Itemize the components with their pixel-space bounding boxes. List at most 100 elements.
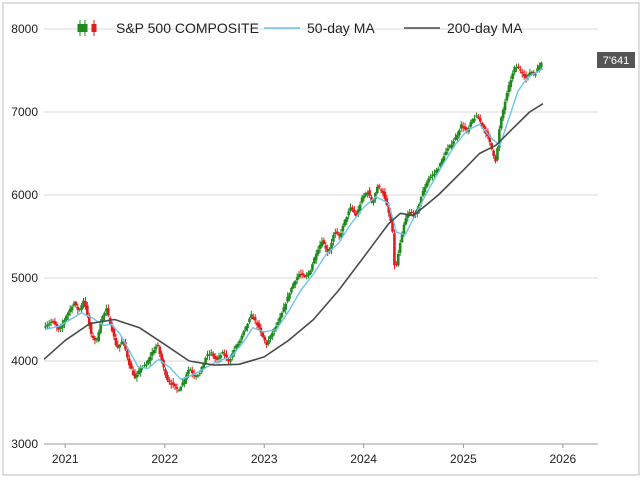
candle-body-147 <box>324 245 328 249</box>
x-tick-label-2024: 2024 <box>350 452 377 466</box>
candle-body-219 <box>461 126 465 128</box>
candle-body-49 <box>137 370 141 375</box>
candle-body-15 <box>72 303 76 306</box>
candle-body-218 <box>459 124 463 129</box>
candle-body-155 <box>339 233 343 238</box>
y-tick-label-7000: 7000 <box>11 105 38 119</box>
candle-body-160 <box>349 207 352 211</box>
candlesticks <box>44 61 543 393</box>
y-axis: 3000 4000 5000 6000 7000 8000 <box>11 22 38 451</box>
candle-body-91 <box>217 356 221 359</box>
candle-body-26 <box>93 338 97 341</box>
candle-body-67 <box>171 382 175 385</box>
candle-body-182 <box>391 219 394 232</box>
candle-body-172 <box>372 199 375 204</box>
candle-body-76 <box>189 369 192 371</box>
candle-body-80 <box>196 375 200 377</box>
candle-body-256 <box>532 72 535 74</box>
candle-body-65 <box>168 380 171 383</box>
candle-body-140 <box>311 264 314 271</box>
candle-body-192 <box>410 212 413 214</box>
candle-body-90 <box>215 358 219 360</box>
candle-body-258 <box>536 68 539 72</box>
candle-body-176 <box>379 189 383 191</box>
candle-body-134 <box>299 273 303 275</box>
legend-candle-body-0 <box>77 24 83 32</box>
candle-body-40 <box>120 341 123 345</box>
candle-body-144 <box>318 244 322 249</box>
candle-body-22 <box>86 305 89 315</box>
candle-body-188 <box>402 224 406 234</box>
candle-body-100 <box>234 345 238 349</box>
candle-body-185 <box>396 253 400 266</box>
candle-body-87 <box>210 352 213 354</box>
candle-body-186 <box>398 242 402 253</box>
candle-body-148 <box>326 248 329 253</box>
legend-label-ma200: 200-day MA <box>447 20 523 36</box>
candle-body-223 <box>469 122 473 127</box>
x-tick-label-2023: 2023 <box>251 452 278 466</box>
candle-body-52 <box>143 364 146 366</box>
candle-body-177 <box>381 190 385 194</box>
last-value-tag-bg <box>597 52 635 68</box>
candle-body-14 <box>70 306 74 311</box>
candle-body-220 <box>463 126 467 130</box>
candle-body-56 <box>150 351 154 356</box>
candle-body-28 <box>97 332 101 341</box>
legend-label-ma50: 50-day MA <box>307 20 375 36</box>
candle-body-12 <box>66 312 70 316</box>
candle-body-9 <box>61 323 64 328</box>
legend: S&P 500 COMPOSITE 50-day MA 200-day MA <box>77 20 523 36</box>
candle-body-119 <box>271 332 274 337</box>
candle-body-104 <box>242 331 246 336</box>
candle-body-236 <box>494 156 497 162</box>
candle-body-43 <box>126 350 129 358</box>
candle-body-202 <box>429 176 432 178</box>
candle-body-205 <box>435 170 438 173</box>
x-tick-label-2022: 2022 <box>151 452 178 466</box>
candle-body-179 <box>385 198 389 206</box>
candle-body-153 <box>335 231 339 234</box>
candle-body-88 <box>211 353 215 357</box>
candle-body-46 <box>131 370 135 375</box>
candle-body-181 <box>389 212 392 221</box>
candle-body-21 <box>84 301 87 308</box>
candle-body-77 <box>190 370 194 374</box>
candle-body-228 <box>478 118 482 122</box>
candle-body-169 <box>366 192 370 195</box>
candle-body-255 <box>530 71 534 73</box>
candle-body-187 <box>400 233 404 243</box>
candle-body-166 <box>360 197 364 203</box>
candle-body-183 <box>393 233 396 266</box>
candle-body-55 <box>148 356 152 362</box>
candle-body-150 <box>330 242 333 251</box>
candle-body-94 <box>223 353 226 356</box>
candle-body-167 <box>362 195 366 199</box>
candle-body-39 <box>118 344 122 348</box>
candle-body-128 <box>288 293 291 299</box>
y-tick-label-6000: 6000 <box>11 188 38 202</box>
candle-body-125 <box>282 307 286 312</box>
candle-body-257 <box>534 74 537 76</box>
candle-body-42 <box>124 342 127 350</box>
x-tick-label-2021: 2021 <box>52 452 79 466</box>
candle-body-170 <box>368 190 371 196</box>
y-tick-label-8000: 8000 <box>11 22 38 36</box>
candle-body-246 <box>513 67 516 73</box>
candle-body-199 <box>423 187 427 193</box>
candle-body-174 <box>375 186 379 194</box>
legend-label-sp500: S&P 500 COMPOSITE <box>116 20 259 36</box>
x-axis: 2021 2022 2023 2024 2025 2026 <box>52 444 577 466</box>
candle-body-129 <box>290 287 293 293</box>
candle-body-151 <box>332 234 335 242</box>
ma50-line <box>45 68 544 380</box>
candle-body-146 <box>322 240 326 244</box>
candle-body-207 <box>438 163 442 167</box>
candle-body-101 <box>236 343 240 347</box>
candle-body-18 <box>78 309 81 311</box>
candle-body-89 <box>213 356 217 359</box>
candle-body-248 <box>517 66 520 69</box>
candle-body-75 <box>187 369 190 375</box>
candle-body-102 <box>238 340 242 344</box>
candle-body-145 <box>320 241 324 247</box>
